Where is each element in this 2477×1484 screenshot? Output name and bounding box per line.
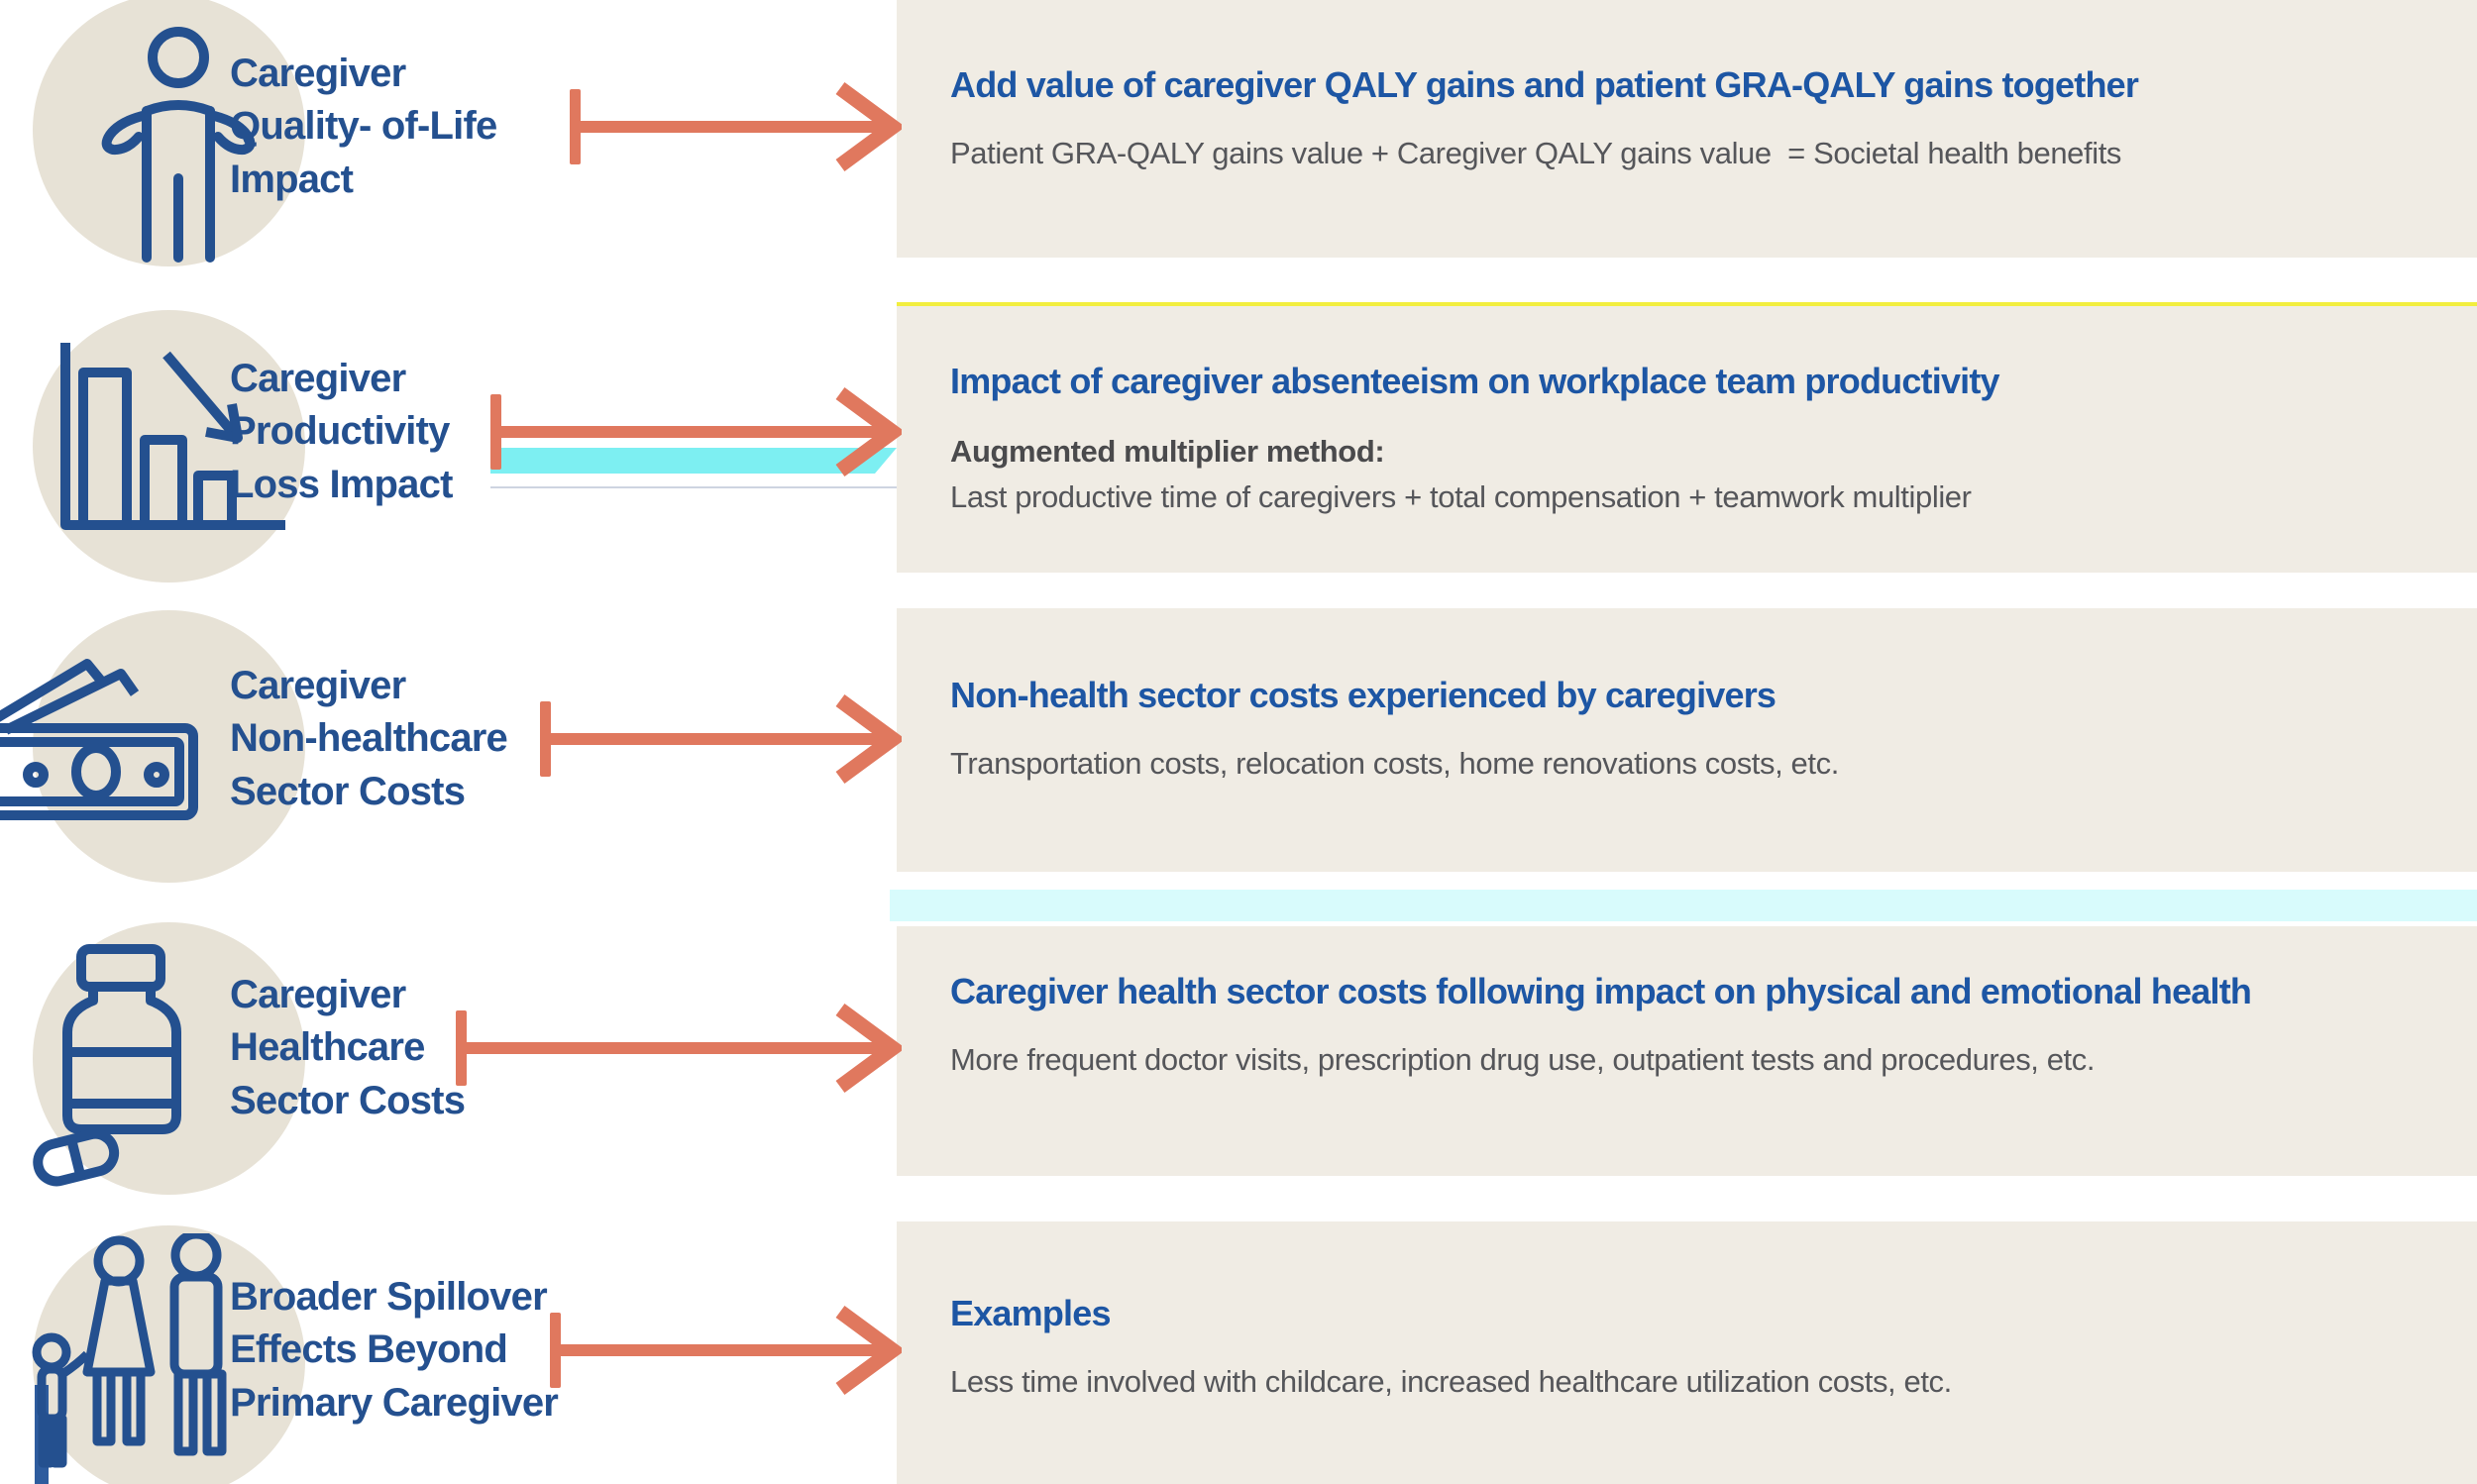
row-label-healthcare-costs: Caregiver Healthcare Sector Costs <box>230 973 466 1122</box>
infobox-broader-spillover: Examples Less time involved with childca… <box>897 1221 2477 1484</box>
row-label-broader-spillover: Broader Spillover Effects Beyond Primary… <box>230 1275 559 1425</box>
arrow-icon <box>540 693 902 785</box>
infobox-quality-of-life: Add value of caregiver QALY gains and pa… <box>897 0 2477 258</box>
family-icon <box>30 1233 307 1481</box>
cyan-highlight-stripe <box>490 448 897 474</box>
infobox-description: Patient GRA-QALY gains value + Caregiver… <box>950 136 2122 171</box>
infobox-method-label: Augmented multiplier method: <box>950 433 1385 469</box>
infobox-description: Last productive time of caregivers + tot… <box>950 479 1972 514</box>
pill-bottle-icon <box>30 941 228 1189</box>
thin-underline <box>490 486 897 488</box>
row-label-quality-of-life: Caregiver Quality- of-Life Impact <box>230 52 497 201</box>
infobox-productivity-loss: Impact of caregiver absenteeism on workp… <box>897 306 2477 573</box>
bar-chart-decline-icon <box>50 337 307 545</box>
row-label-non-healthcare-costs: Caregiver Non-healthcare Sector Costs <box>230 664 508 813</box>
infobox-description: Transportation costs, relocation costs, … <box>950 746 1839 782</box>
banknotes-icon <box>0 634 248 882</box>
infobox-title: Non-health sector costs experienced by c… <box>950 675 1777 716</box>
infobox-title: Add value of caregiver QALY gains and pa… <box>950 64 2139 106</box>
infobox-title: Impact of caregiver absenteeism on workp… <box>950 360 2000 401</box>
arrow-icon <box>570 81 902 172</box>
infobox-description: Less time involved with childcare, incre… <box>950 1363 1952 1399</box>
yellow-divider-line <box>897 302 2477 306</box>
row-label-productivity-loss: Caregiver Productivity Loss Impact <box>230 357 453 506</box>
icon-circle <box>33 1225 305 1484</box>
arrow-icon <box>550 1305 902 1396</box>
cyan-highlight-band <box>890 890 2477 921</box>
person-open-arms-icon <box>84 20 272 267</box>
arrow-icon <box>456 1003 902 1094</box>
infobox-healthcare-costs: Caregiver health sector costs following … <box>897 926 2477 1176</box>
infobox-non-healthcare-costs: Non-health sector costs experienced by c… <box>897 608 2477 872</box>
infobox-title: Caregiver health sector costs following … <box>950 971 2252 1012</box>
infobox-description: More frequent doctor visits, prescriptio… <box>950 1042 2096 1078</box>
arrow-icon <box>490 386 902 477</box>
icon-circle <box>33 0 305 266</box>
infobox-title: Examples <box>950 1292 1112 1333</box>
